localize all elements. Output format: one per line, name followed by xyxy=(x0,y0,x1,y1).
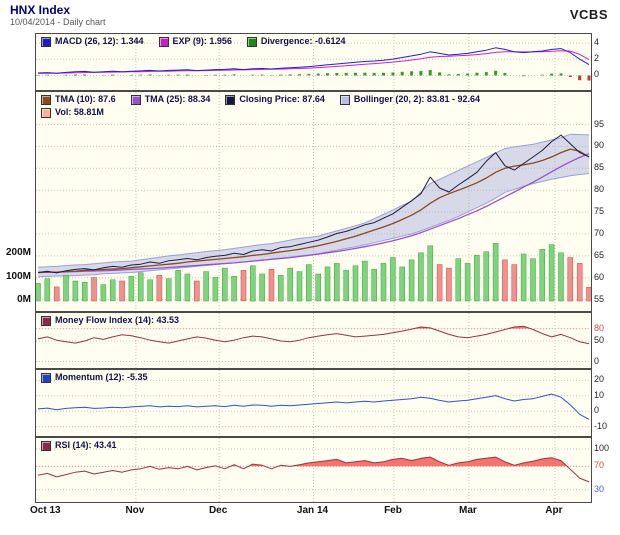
x-axis-label: Nov xyxy=(125,505,145,516)
x-axis-label: Dec xyxy=(208,505,228,516)
mfi-plot xyxy=(36,313,591,368)
x-axis-label: Mar xyxy=(458,505,477,516)
close-swatch xyxy=(225,94,236,105)
legend-item: Divergence: -0.6124 xyxy=(246,36,346,47)
y-axis-tick-label: 0 xyxy=(594,355,600,366)
page-title: HNX Index xyxy=(10,3,71,17)
y-axis-tick-label: 20 xyxy=(594,374,605,385)
brand-logo: VCBS xyxy=(569,7,608,22)
mfi-legend: Money Flow Index (14): 43.53 xyxy=(41,315,179,326)
legend-label: MACD (26, 12): 1.344 xyxy=(55,36,144,46)
y-axis-tick-label: 80 xyxy=(594,322,605,333)
y-axis-tick-label: 70 xyxy=(594,460,605,471)
volume-swatch xyxy=(41,107,51,118)
mfi-panel[interactable]: Money Flow Index (14): 43.53 xyxy=(35,312,592,369)
macd-panel[interactable]: MACD (26, 12): 1.344 EXP (9): 1.956 Diverg… xyxy=(35,33,592,91)
y-axis-tick-label: 50 xyxy=(594,335,605,345)
volume-axis-label: 0M xyxy=(17,294,31,305)
rsi-legend: RSI (14): 43.41 xyxy=(41,440,117,451)
tma10-swatch xyxy=(41,94,51,105)
legend-item: RSI (14): 43.41 xyxy=(41,440,117,451)
x-axis: Oct 13 Nov Dec Jan 14 Feb Mar Apr xyxy=(0,503,620,521)
x-axis-label: Apr xyxy=(545,505,563,516)
y-axis-tick-label: 90 xyxy=(594,140,605,151)
volume-axis-label: 100M xyxy=(5,270,31,282)
rsi-panel[interactable]: RSI (14): 43.41 xyxy=(35,437,592,503)
y-axis-tick-label: 10 xyxy=(594,389,605,400)
chart-subtitle: 10/04/2014 - Daily chart xyxy=(10,17,106,27)
legend-item: TMA (10): 87.6 xyxy=(41,94,116,105)
y-axis-tick-label: 30 xyxy=(594,483,605,494)
legend-item: Vol: 58.81M xyxy=(41,107,104,118)
legend-label: RSI (14): 43.41 xyxy=(55,440,117,450)
legend-label: Divergence: -0.6124 xyxy=(260,36,346,46)
legend-label: TMA (25): 88.34 xyxy=(144,94,211,104)
y-axis-tick-label: 2 xyxy=(594,53,600,64)
x-axis-label: Jan 14 xyxy=(296,505,329,516)
momentum-legend: Momentum (12): -5.35 xyxy=(41,372,148,383)
y-axis-tick-label: -10 xyxy=(594,420,608,431)
legend-label: Money Flow Index (14): 43.53 xyxy=(55,315,180,325)
legend-item: Closing Price: 87.64 xyxy=(225,94,325,105)
price-panel[interactable]: TMA (10): 87.6 TMA (25): 88.34 Closing Pri… xyxy=(35,91,592,312)
divergence-swatch xyxy=(246,36,257,47)
legend-item: Money Flow Index (14): 43.53 xyxy=(41,315,179,326)
tma25-swatch xyxy=(130,94,141,105)
y-axis-tick-label: 0 xyxy=(594,405,600,416)
y-axis-tick-label: 70 xyxy=(594,227,605,238)
macd-plot xyxy=(36,34,591,90)
price-legend: Vol: 58.81M xyxy=(41,107,104,118)
y-axis-tick-label: 95 xyxy=(594,118,605,129)
volume-axis-label: 200M xyxy=(5,247,31,258)
macd-legend: MACD (26, 12): 1.344 EXP (9): 1.956 Diverg… xyxy=(41,36,345,47)
legend-item: EXP (9): 1.956 xyxy=(158,36,232,47)
rsi-plot xyxy=(36,438,591,502)
legend-label: Momentum (12): -5.35 xyxy=(55,372,148,382)
legend-item: TMA (25): 88.34 xyxy=(130,94,211,105)
y-axis-tick-label: 100 xyxy=(594,442,610,453)
momentum-swatch xyxy=(41,372,51,383)
legend-item: Bollinger (20, 2): 83.81 - 92.64 xyxy=(339,94,480,105)
y-axis-tick-label: 80 xyxy=(594,184,605,195)
mfi-swatch xyxy=(41,315,51,326)
y-axis-tick-label: 85 xyxy=(594,162,605,173)
legend-label: Closing Price: 87.64 xyxy=(239,94,325,104)
x-axis-label: Feb xyxy=(384,505,402,516)
momentum-plot xyxy=(36,370,591,436)
y-axis-tick-label: 0 xyxy=(594,69,600,80)
price-plot xyxy=(36,92,591,311)
rsi-swatch xyxy=(41,440,51,451)
y-axis-tick-label: 4 xyxy=(594,37,600,48)
bollinger-swatch xyxy=(339,94,350,105)
legend-label: TMA (10): 87.6 xyxy=(55,94,116,104)
legend-item: MACD (26, 12): 1.344 xyxy=(41,36,144,47)
y-axis-tick-label: 65 xyxy=(594,249,605,260)
macd-swatch xyxy=(41,36,51,47)
momentum-panel[interactable]: Momentum (12): -5.35 xyxy=(35,369,592,437)
y-axis-tick-label: 60 xyxy=(594,271,605,282)
exp-swatch xyxy=(158,36,169,47)
x-axis-label: Oct 13 xyxy=(30,505,61,516)
legend-label: Bollinger (20, 2): 83.81 - 92.64 xyxy=(353,94,480,104)
legend-item: Momentum (12): -5.35 xyxy=(41,372,148,383)
legend-label: EXP (9): 1.956 xyxy=(172,36,232,46)
price-legend: TMA (10): 87.6 TMA (25): 88.34 Closing Pri… xyxy=(41,94,480,105)
y-axis-tick-label: 75 xyxy=(594,206,605,217)
y-axis-tick-label: 55 xyxy=(594,293,605,304)
legend-label: Vol: 58.81M xyxy=(55,107,104,117)
